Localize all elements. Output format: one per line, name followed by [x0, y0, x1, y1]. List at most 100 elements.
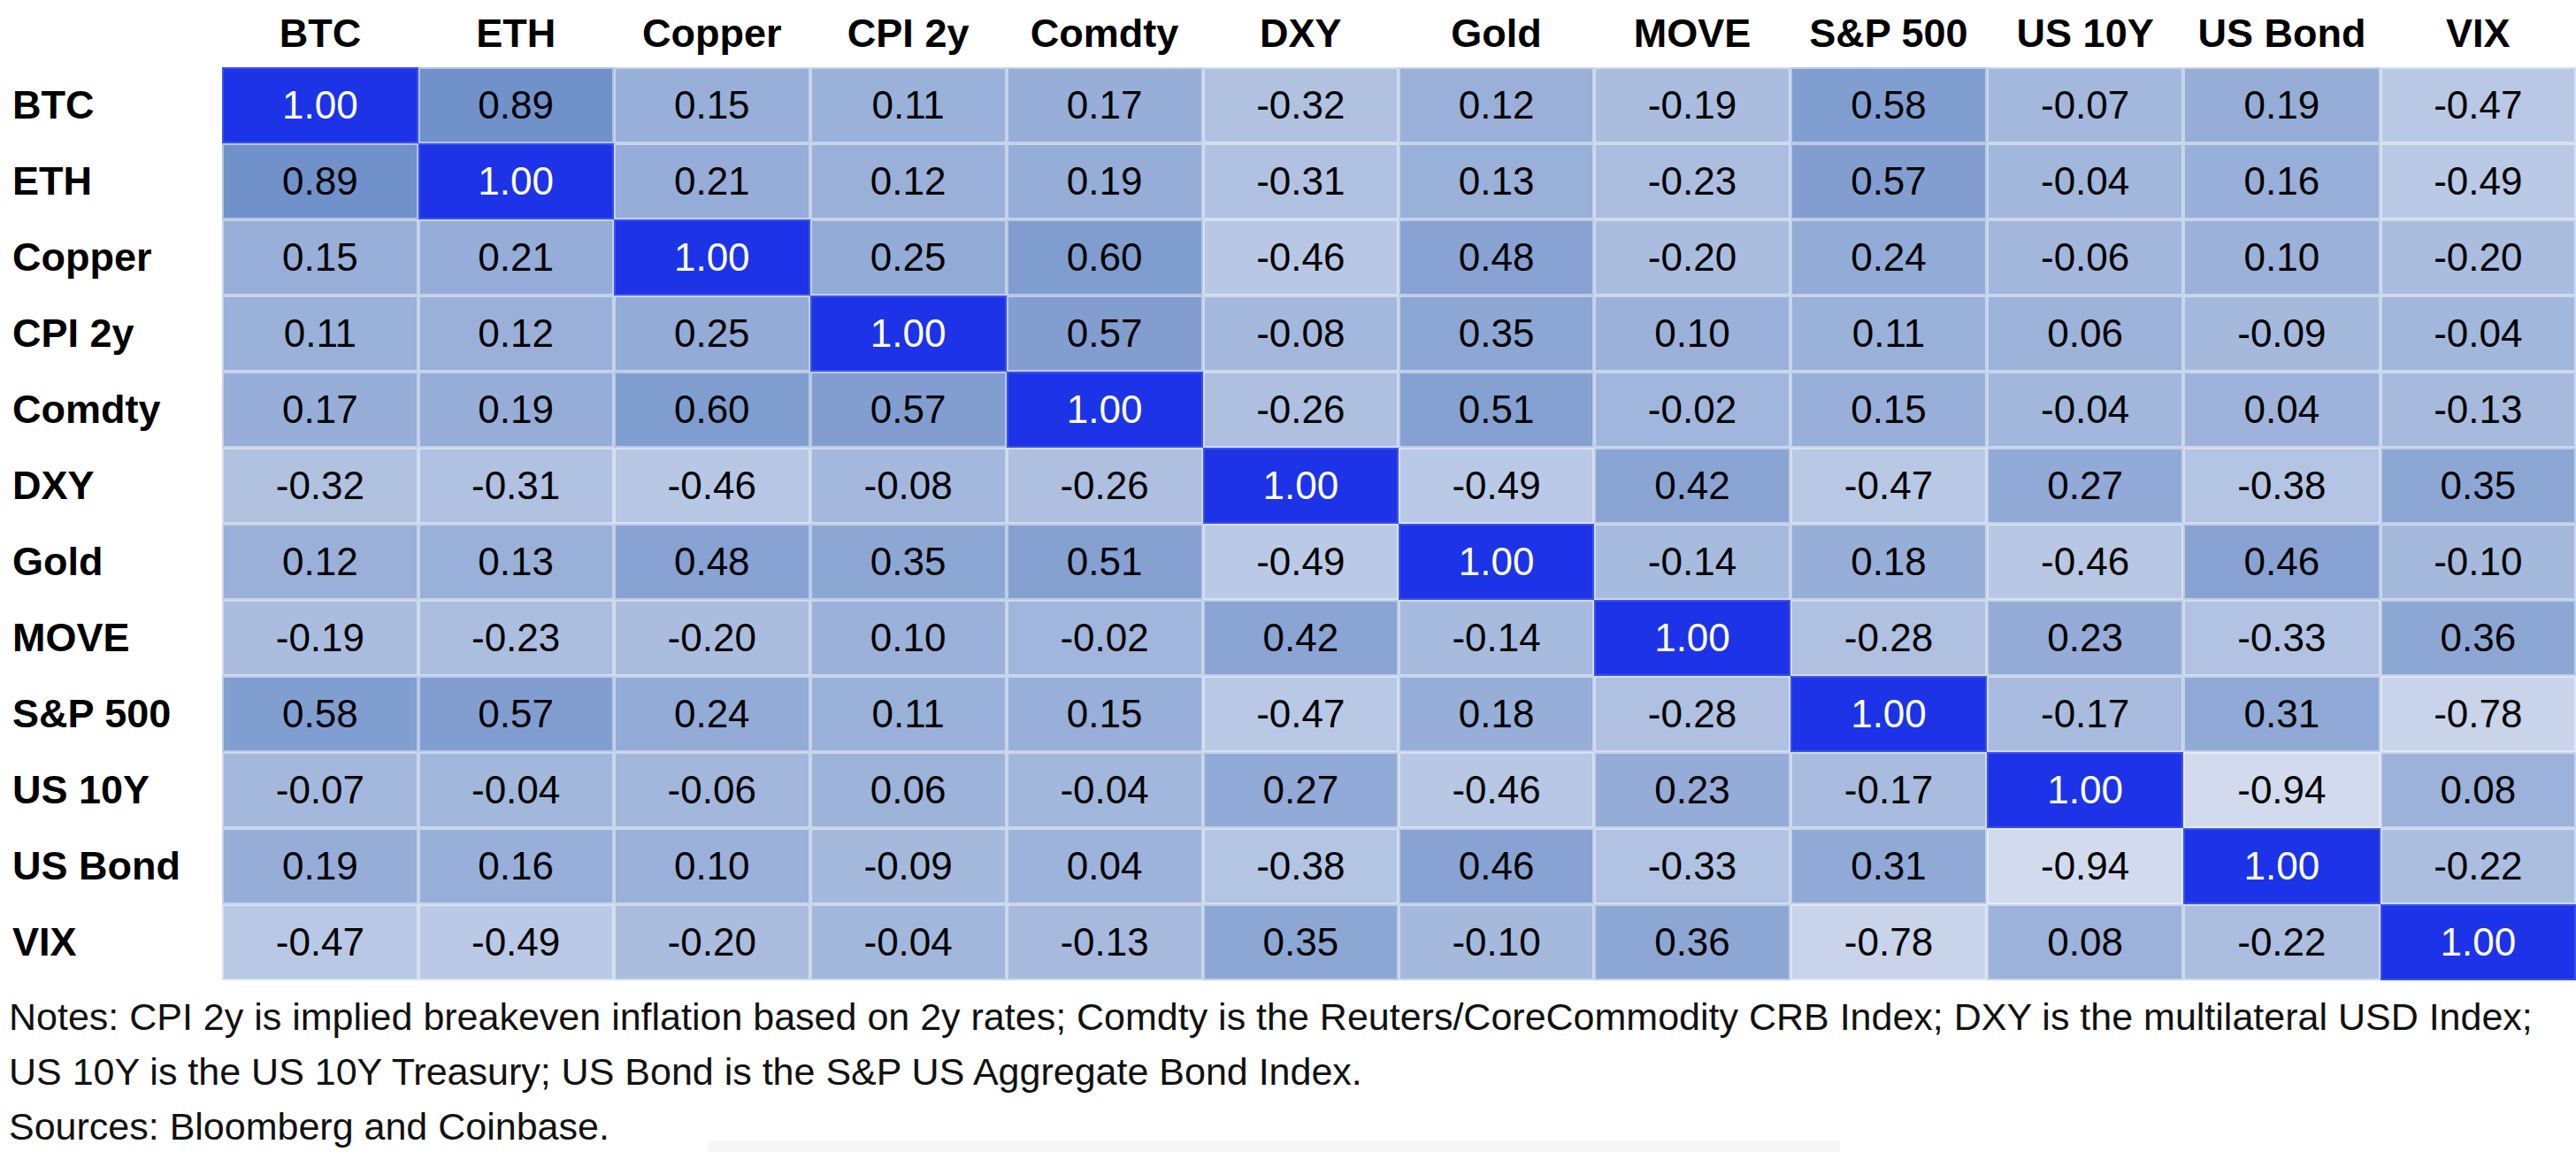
matrix-row-2: Copper0.150.211.000.250.60-0.460.48-0.20… — [0, 219, 2576, 296]
column-header-9: US 10Y — [1987, 0, 2183, 67]
matrix-cell: -0.04 — [810, 904, 1007, 980]
matrix-cell: -0.02 — [1594, 372, 1790, 448]
row-header-1: ETH — [0, 143, 222, 219]
notes-text: Notes: CPI 2y is implied breakeven infla… — [9, 989, 2571, 1099]
matrix-row-8: S&P 5000.580.570.240.110.15-0.470.18-0.2… — [0, 676, 2576, 752]
matrix-cell: 0.18 — [1790, 524, 1987, 600]
matrix-cell: -0.38 — [2183, 448, 2380, 524]
matrix-cell: 1.00 — [2183, 828, 2380, 904]
matrix-cell: 0.08 — [1987, 904, 2183, 980]
correlation-table: BTCETHCopperCPI 2yComdtyDXYGoldMOVES&P 5… — [0, 0, 2576, 980]
matrix-cell: -0.02 — [1007, 600, 1203, 676]
matrix-cell: -0.20 — [1594, 219, 1790, 296]
matrix-cell: 0.35 — [810, 524, 1007, 600]
row-header-2: Copper — [0, 219, 222, 296]
matrix-cell: 0.15 — [1007, 676, 1203, 752]
matrix-row-10: US Bond0.190.160.10-0.090.04-0.380.46-0.… — [0, 828, 2576, 904]
matrix-cell: -0.20 — [614, 600, 810, 676]
matrix-cell: 1.00 — [1007, 372, 1203, 448]
matrix-cell: -0.46 — [1203, 219, 1399, 296]
matrix-cell: -0.46 — [614, 448, 810, 524]
corner-cell — [0, 0, 222, 67]
row-header-6: Gold — [0, 524, 222, 600]
column-header-8: S&P 500 — [1790, 0, 1987, 67]
matrix-cell: -0.78 — [2380, 676, 2576, 752]
matrix-cell: -0.04 — [2380, 296, 2576, 372]
matrix-cell: 0.36 — [2380, 600, 2576, 676]
matrix-cell: 0.27 — [1203, 752, 1399, 828]
matrix-cell: -0.47 — [1203, 676, 1399, 752]
matrix-cell: -0.47 — [1790, 448, 1987, 524]
matrix-cell: 0.10 — [810, 600, 1007, 676]
matrix-cell: -0.49 — [2380, 143, 2576, 219]
matrix-cell: 0.57 — [418, 676, 614, 752]
matrix-cell: 0.35 — [1203, 904, 1399, 980]
matrix-row-5: DXY-0.32-0.31-0.46-0.08-0.261.00-0.490.4… — [0, 448, 2576, 524]
row-header-9: US 10Y — [0, 752, 222, 828]
matrix-cell: -0.32 — [222, 448, 418, 524]
matrix-cell: 0.17 — [222, 372, 418, 448]
matrix-cell: 0.15 — [1790, 372, 1987, 448]
matrix-cell: 1.00 — [1790, 676, 1987, 752]
matrix-cell: 0.13 — [418, 524, 614, 600]
matrix-cell: -0.47 — [222, 904, 418, 980]
matrix-cell: 0.60 — [614, 372, 810, 448]
matrix-cell: 0.27 — [1987, 448, 2183, 524]
matrix-cell: 0.42 — [1203, 600, 1399, 676]
matrix-cell: 0.10 — [2183, 219, 2380, 296]
matrix-row-0: BTC1.000.890.150.110.17-0.320.12-0.190.5… — [0, 67, 2576, 143]
matrix-cell: 0.15 — [222, 219, 418, 296]
matrix-cell: 0.12 — [810, 143, 1007, 219]
matrix-cell: -0.09 — [2183, 296, 2380, 372]
matrix-cell: -0.26 — [1007, 448, 1203, 524]
matrix-cell: 0.16 — [418, 828, 614, 904]
cropped-next-figure-edge — [708, 1140, 1840, 1152]
column-header-5: DXY — [1203, 0, 1399, 67]
matrix-cell: -0.31 — [418, 448, 614, 524]
matrix-cell: -0.09 — [810, 828, 1007, 904]
matrix-cell: -0.23 — [418, 600, 614, 676]
matrix-cell: -0.04 — [1007, 752, 1203, 828]
matrix-row-7: MOVE-0.19-0.23-0.200.10-0.020.42-0.141.0… — [0, 600, 2576, 676]
matrix-cell: -0.07 — [222, 752, 418, 828]
matrix-cell: -0.28 — [1594, 676, 1790, 752]
matrix-cell: -0.46 — [1399, 752, 1594, 828]
matrix-row-3: CPI 2y0.110.120.251.000.57-0.080.350.100… — [0, 296, 2576, 372]
matrix-cell: 0.46 — [2183, 524, 2380, 600]
matrix-cell: 0.42 — [1594, 448, 1790, 524]
matrix-cell: -0.10 — [1399, 904, 1594, 980]
matrix-cell: -0.33 — [1594, 828, 1790, 904]
row-header-4: Comdty — [0, 372, 222, 448]
matrix-cell: 1.00 — [614, 219, 810, 296]
matrix-cell: 0.89 — [418, 67, 614, 143]
matrix-cell: 0.31 — [1790, 828, 1987, 904]
matrix-cell: 0.17 — [1007, 67, 1203, 143]
matrix-cell: -0.49 — [418, 904, 614, 980]
matrix-cell: -0.78 — [1790, 904, 1987, 980]
matrix-cell: 0.36 — [1594, 904, 1790, 980]
matrix-cell: -0.26 — [1203, 372, 1399, 448]
matrix-cell: -0.38 — [1203, 828, 1399, 904]
matrix-cell: 0.12 — [1399, 67, 1594, 143]
column-header-6: Gold — [1399, 0, 1594, 67]
matrix-cell: 0.11 — [1790, 296, 1987, 372]
matrix-cell: 0.58 — [1790, 67, 1987, 143]
matrix-row-9: US 10Y-0.07-0.04-0.060.06-0.040.27-0.460… — [0, 752, 2576, 828]
matrix-cell: -0.19 — [1594, 67, 1790, 143]
matrix-cell: 1.00 — [2380, 904, 2576, 980]
row-header-10: US Bond — [0, 828, 222, 904]
matrix-cell: -0.17 — [1790, 752, 1987, 828]
figure-footer: Notes: CPI 2y is implied breakeven infla… — [9, 989, 2571, 1152]
matrix-cell: 0.18 — [1399, 676, 1594, 752]
matrix-cell: -0.46 — [1987, 524, 2183, 600]
column-header-4: Comdty — [1007, 0, 1203, 67]
matrix-cell: 0.35 — [1399, 296, 1594, 372]
matrix-cell: -0.06 — [614, 752, 810, 828]
matrix-cell: -0.22 — [2183, 904, 2380, 980]
matrix-cell: -0.04 — [418, 752, 614, 828]
matrix-cell: 0.19 — [1007, 143, 1203, 219]
matrix-cell: 0.48 — [1399, 219, 1594, 296]
matrix-cell: -0.94 — [1987, 828, 2183, 904]
matrix-cell: -0.08 — [810, 448, 1007, 524]
matrix-cell: -0.28 — [1790, 600, 1987, 676]
